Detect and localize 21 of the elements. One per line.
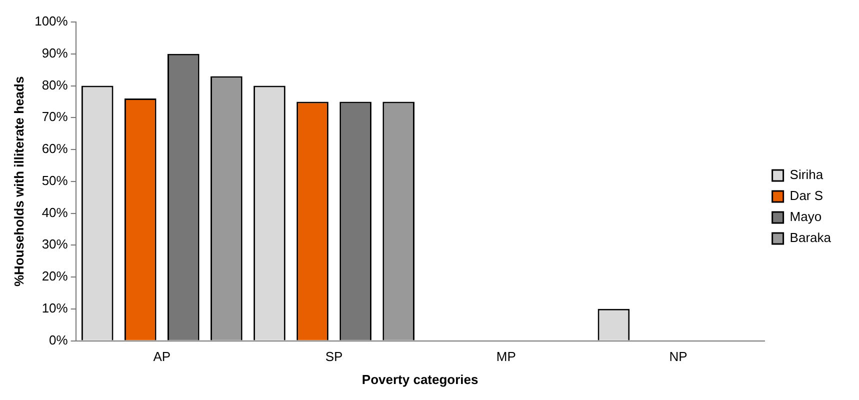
y-tick-label: 90% (42, 45, 68, 60)
x-tick-label: AP (153, 349, 171, 364)
x-tick-label: SP (325, 349, 343, 364)
y-tick-label: 10% (42, 300, 68, 316)
y-tick-label: 20% (42, 268, 68, 284)
legend-label: Mayo (790, 209, 822, 224)
legend-label: Baraka (790, 230, 832, 246)
x-tick-label: MP (496, 349, 516, 364)
y-tick-label: 30% (42, 236, 68, 252)
y-tick-label: 60% (42, 141, 68, 156)
y-tick-label: 40% (42, 204, 68, 220)
y-tick-label: 0% (49, 332, 68, 348)
y-tick-label: 50% (42, 172, 68, 188)
y-tick-label: 100% (34, 14, 68, 29)
legend-label: Dar S (790, 188, 824, 204)
x-axis-title: Poverty categories (362, 372, 478, 387)
y-tick-label: 80% (42, 77, 68, 92)
y-axis-title: %Households with illiterate heads (11, 76, 26, 287)
y-tick-label: 70% (42, 109, 68, 124)
legend-label: Siriha (790, 167, 824, 182)
x-tick-label: NP (669, 349, 688, 364)
